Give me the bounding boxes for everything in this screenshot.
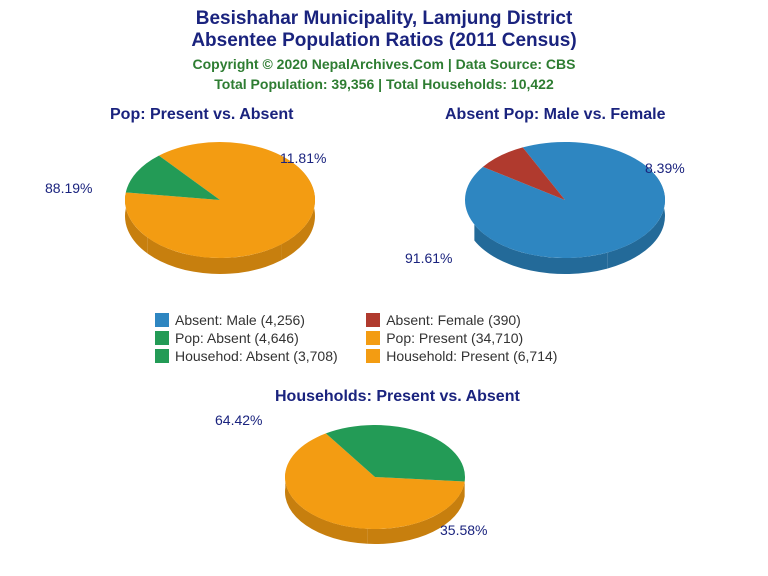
legend: Absent: Male (4,256) Absent: Female (390)… — [155, 312, 557, 364]
legend-item: Absent: Female (390) — [366, 312, 557, 328]
legend-item: Household: Present (6,714) — [366, 348, 557, 364]
legend-item: Absent: Male (4,256) — [155, 312, 346, 328]
legend-swatch — [366, 313, 380, 327]
chart-label-gender: Absent Pop: Male vs. Female — [445, 106, 666, 124]
totals-line: Total Population: 39,356 | Total Househo… — [0, 76, 768, 92]
legend-text: Househod: Absent (3,708) — [175, 348, 338, 364]
legend-swatch — [366, 349, 380, 363]
pie-chart-pop: 88.19%11.81% — [100, 130, 330, 282]
chart-label-pop: Pop: Present vs. Absent — [110, 106, 293, 124]
pct-label: 11.81% — [280, 150, 326, 166]
pct-label: 88.19% — [45, 180, 92, 196]
pct-label: 35.58% — [440, 522, 487, 538]
pct-label: 64.42% — [215, 412, 262, 428]
legend-text: Pop: Absent (4,646) — [175, 330, 299, 346]
pct-label: 91.61% — [405, 250, 452, 266]
legend-swatch — [155, 349, 169, 363]
copyright-line: Copyright © 2020 NepalArchives.Com | Dat… — [0, 56, 768, 72]
legend-item: Househod: Absent (3,708) — [155, 348, 346, 364]
pie-chart-hh: 64.42%35.58% — [265, 412, 485, 551]
title-block: Besishahar Municipality, Lamjung Distric… — [0, 0, 768, 92]
title-line-1: Besishahar Municipality, Lamjung Distric… — [0, 8, 768, 30]
pie-chart-gender: 91.61%8.39% — [445, 130, 685, 282]
legend-text: Pop: Present (34,710) — [386, 330, 523, 346]
legend-item: Pop: Present (34,710) — [366, 330, 557, 346]
chart-label-hh: Households: Present vs. Absent — [275, 388, 520, 406]
legend-item: Pop: Absent (4,646) — [155, 330, 346, 346]
legend-swatch — [366, 331, 380, 345]
legend-text: Absent: Female (390) — [386, 312, 521, 328]
title-line-2: Absentee Population Ratios (2011 Census) — [0, 30, 768, 52]
legend-swatch — [155, 331, 169, 345]
legend-text: Household: Present (6,714) — [386, 348, 557, 364]
legend-swatch — [155, 313, 169, 327]
legend-text: Absent: Male (4,256) — [175, 312, 305, 328]
pct-label: 8.39% — [645, 160, 685, 176]
